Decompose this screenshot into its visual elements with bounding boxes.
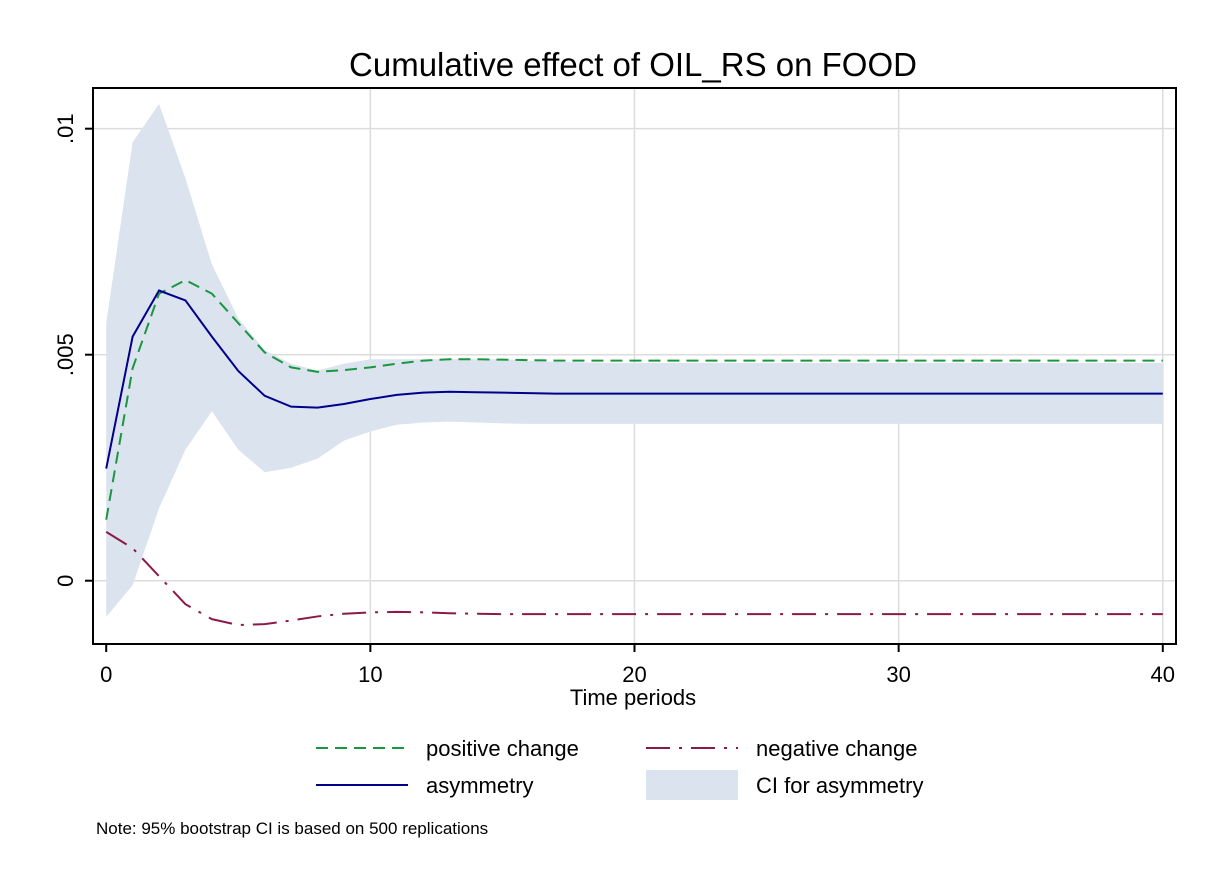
legend: positive change negative change asymmetry C… [316, 736, 923, 800]
legend-label: positive change [426, 736, 579, 761]
legend-item-CI-for-asymmetry: CI for asymmetry [646, 770, 923, 800]
y-tick-label: .005 [53, 333, 78, 376]
series-line-negative-change [105, 531, 1163, 627]
x-tick-label: 0 [100, 662, 112, 687]
y-tick-label: 0 [53, 575, 78, 587]
legend-label: CI for asymmetry [756, 773, 923, 798]
x-tick-label: 40 [1151, 662, 1175, 687]
series-line-positive-change [105, 278, 1163, 520]
chart-title: Cumulative effect of OIL_RS on FOOD [349, 46, 917, 83]
legend-item-negative-change: negative change [646, 736, 917, 761]
legend-label: negative change [756, 736, 917, 761]
series-line-asymmetry [105, 289, 1163, 469]
y-axis: 0 .005 .01 [53, 113, 93, 587]
legend-label: asymmetry [426, 773, 534, 798]
y-tick-label: .01 [53, 113, 78, 144]
x-tick-label: 10 [358, 662, 382, 687]
legend-item-positive-change: positive change [316, 736, 579, 761]
x-axis-label: Time periods [570, 685, 696, 710]
chart-note: Note: 95% bootstrap CI is based on 500 r… [96, 819, 488, 838]
legend-item-asymmetry: asymmetry [316, 773, 534, 798]
legend-swatch [646, 770, 738, 800]
series-layer [105, 278, 1163, 627]
x-tick-label: 30 [886, 662, 910, 687]
x-axis: 0 10 20 30 40 [100, 644, 1175, 687]
x-tick-label: 20 [622, 662, 646, 687]
